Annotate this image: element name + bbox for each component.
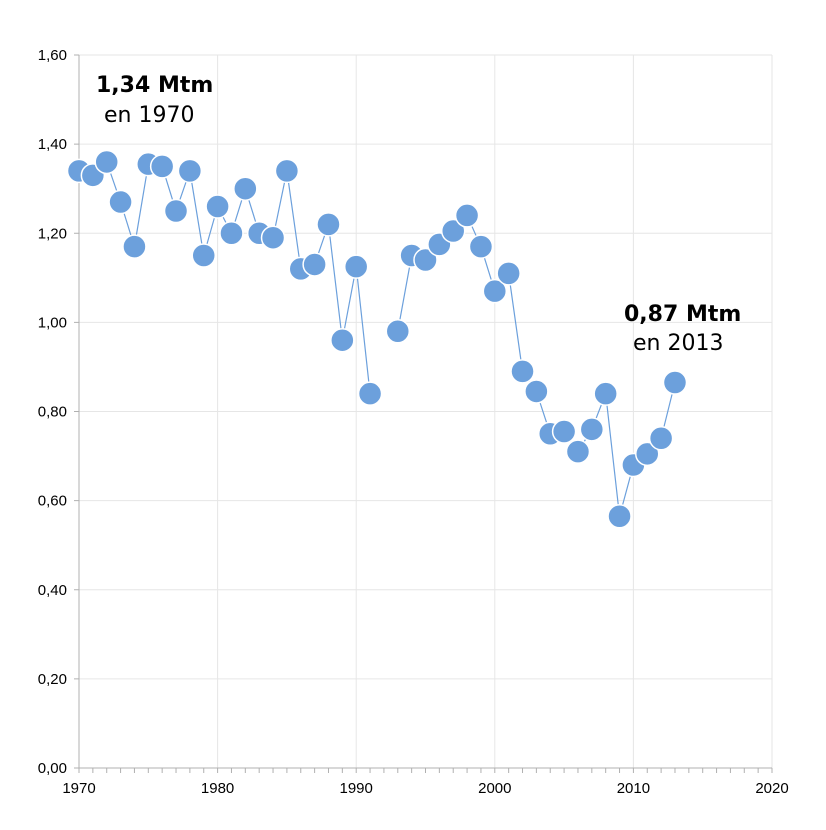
data-point-1999 [468, 234, 494, 259]
data-point-1987 [302, 252, 327, 277]
y-tick-label: 0,40 [38, 582, 67, 599]
data-point-2000 [482, 278, 508, 304]
data-point-2007 [579, 417, 605, 442]
data-point-1982 [233, 176, 258, 201]
data-point-1984 [260, 225, 286, 250]
data-point-2009 [607, 503, 632, 529]
y-tick-label: 0,00 [38, 760, 67, 777]
data-point-1976 [149, 154, 175, 179]
x-tick-label: 1990 [340, 780, 373, 797]
y-tick-label: 0,20 [38, 671, 67, 688]
series-line-segment [78, 160, 371, 394]
data-point-2012 [648, 425, 674, 451]
data-point-1989 [330, 327, 355, 353]
y-tick-label: 1,40 [38, 136, 67, 153]
series-points [66, 149, 688, 529]
data-point-2002 [510, 359, 535, 384]
y-axis-tick-labels: 0,00 0,20 0,40 0,60 0,80 1,00 1,20 1,40 1,60 [38, 47, 67, 777]
data-point-2011 [635, 441, 660, 467]
annotation-2013-value: 0,87 Mtm [624, 302, 741, 327]
data-point-1981 [219, 221, 244, 246]
y-tick-label: 1,00 [38, 314, 67, 331]
data-point-1988 [316, 212, 341, 237]
data-point-1980 [205, 194, 230, 219]
data-point-1974 [122, 234, 147, 259]
x-tick-label: 2000 [478, 780, 511, 797]
annotation-1970-label: en 1970 [104, 103, 194, 128]
data-point-1991 [357, 381, 383, 406]
data-point-1998 [454, 203, 480, 228]
data-point-1997 [440, 218, 466, 244]
y-tick-label: 1,60 [38, 47, 67, 64]
data-point-2013 [662, 370, 688, 395]
x-tick-label: 2010 [617, 780, 650, 797]
y-tick-label: 0,80 [38, 404, 67, 421]
data-point-1995 [413, 247, 438, 273]
data-point-1972 [94, 149, 119, 175]
data-point-1978 [177, 158, 203, 184]
data-point-1977 [163, 198, 189, 224]
gridlines [79, 54, 773, 768]
data-point-1979 [191, 243, 216, 268]
data-point-2003 [524, 379, 549, 404]
annotation-1970: 1,34 Mtm en 1970 [96, 73, 213, 128]
data-point-2005 [551, 419, 577, 444]
x-tick-label: 1970 [62, 780, 95, 797]
x-tick-label: 1980 [201, 780, 234, 797]
x-axis-tick-labels: 1970 1980 1990 2000 2010 2020 [62, 780, 788, 797]
y-tick-label: 0,60 [38, 493, 67, 510]
y-tick-label: 1,20 [38, 225, 67, 242]
x-tick-label: 2020 [755, 780, 788, 797]
data-point-2001 [496, 261, 521, 286]
annotation-2013-label: en 2013 [633, 331, 723, 356]
annotation-1970-value: 1,34 Mtm [96, 73, 213, 98]
annotation-2013: 0,87 Mtm en 2013 [624, 302, 741, 356]
data-point-2006 [565, 439, 591, 464]
data-point-1990 [343, 254, 369, 279]
data-point-1985 [274, 158, 300, 184]
data-point-1973 [108, 189, 133, 215]
data-point-2008 [593, 381, 618, 406]
data-point-1993 [385, 319, 411, 344]
